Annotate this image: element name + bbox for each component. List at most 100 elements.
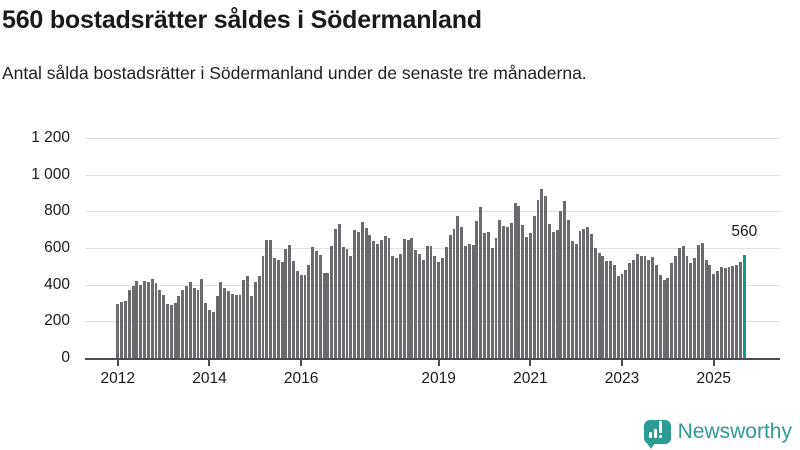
bar <box>257 276 261 358</box>
bar <box>486 231 490 358</box>
bar <box>227 291 231 358</box>
bar <box>727 267 731 358</box>
bar <box>700 242 704 358</box>
bar <box>337 223 341 358</box>
bar <box>410 238 414 358</box>
bar <box>612 264 616 358</box>
bar <box>242 280 246 358</box>
bar <box>651 257 655 358</box>
bar <box>693 258 697 358</box>
x-tick <box>529 360 532 366</box>
bar <box>605 260 609 358</box>
bar <box>173 303 177 358</box>
bar <box>246 275 250 358</box>
bar <box>120 302 124 358</box>
bar <box>620 273 624 358</box>
bar <box>567 219 570 358</box>
bar <box>379 239 383 358</box>
bar <box>307 264 311 358</box>
bar <box>505 227 509 358</box>
bar <box>238 294 242 358</box>
bar <box>708 264 712 358</box>
bar <box>517 205 521 358</box>
bar <box>704 259 708 358</box>
bar <box>166 303 169 358</box>
bar <box>200 279 204 358</box>
x-tick <box>437 360 440 366</box>
y-tick-label: 200 <box>44 312 70 330</box>
bar <box>330 245 334 358</box>
bar <box>353 229 357 358</box>
bar <box>135 281 139 358</box>
bar <box>345 249 349 358</box>
bar <box>601 256 605 358</box>
bar <box>230 293 234 358</box>
bar <box>127 290 131 358</box>
bar <box>387 238 391 358</box>
bar <box>544 196 548 358</box>
chart-title: 560 bostadsrätter såldes i Södermanland <box>2 6 482 34</box>
bar <box>662 280 666 358</box>
bar <box>223 288 227 358</box>
bar <box>670 263 674 358</box>
bar <box>303 274 307 358</box>
bar <box>731 265 735 358</box>
bar <box>265 240 269 358</box>
y-tick-label: 1 200 <box>31 129 70 146</box>
bar <box>578 230 582 358</box>
gridline <box>85 174 780 176</box>
bar <box>593 248 597 358</box>
bar <box>116 303 120 358</box>
bar <box>177 295 181 358</box>
bar <box>586 227 590 358</box>
bar <box>498 219 502 358</box>
bar <box>719 267 723 358</box>
bar <box>597 253 601 358</box>
bar <box>123 301 127 358</box>
bar <box>528 232 532 358</box>
bar <box>548 223 551 358</box>
highlight-bar <box>742 255 746 358</box>
bar <box>448 234 452 358</box>
gridline <box>85 248 780 249</box>
bar <box>475 220 479 358</box>
bar <box>185 285 188 358</box>
bar <box>460 226 464 358</box>
bar <box>654 264 658 358</box>
brand-name: Newsworthy <box>677 420 792 443</box>
gridline <box>85 321 780 323</box>
bar <box>639 256 643 358</box>
bar <box>196 289 200 358</box>
bar <box>463 245 467 358</box>
x-tick-label: 2014 <box>192 370 227 387</box>
bar <box>334 228 337 358</box>
logo-exclamation-dot <box>658 435 662 438</box>
bar <box>418 254 422 358</box>
gridline <box>85 138 780 139</box>
bar <box>502 225 506 358</box>
bar <box>399 254 402 358</box>
bar <box>521 224 525 358</box>
bar <box>280 262 284 358</box>
gridline <box>85 284 780 286</box>
bar <box>162 294 166 358</box>
bar <box>318 254 322 358</box>
bar <box>395 258 399 358</box>
bar <box>169 304 173 358</box>
bar <box>674 255 677 358</box>
x-tick-label: 2021 <box>513 370 548 387</box>
y-tick-label: 1 000 <box>31 165 70 183</box>
bar <box>513 203 517 358</box>
bar <box>406 239 410 358</box>
bar <box>322 273 326 358</box>
logo-mini-bar <box>658 421 662 433</box>
bar <box>349 255 353 358</box>
bar <box>624 269 628 358</box>
bar <box>402 239 406 358</box>
bar <box>532 216 536 358</box>
bar <box>555 229 559 358</box>
bar <box>563 200 567 358</box>
bar <box>211 312 215 358</box>
x-tick <box>621 360 624 366</box>
x-tick-label: 2023 <box>604 370 640 387</box>
